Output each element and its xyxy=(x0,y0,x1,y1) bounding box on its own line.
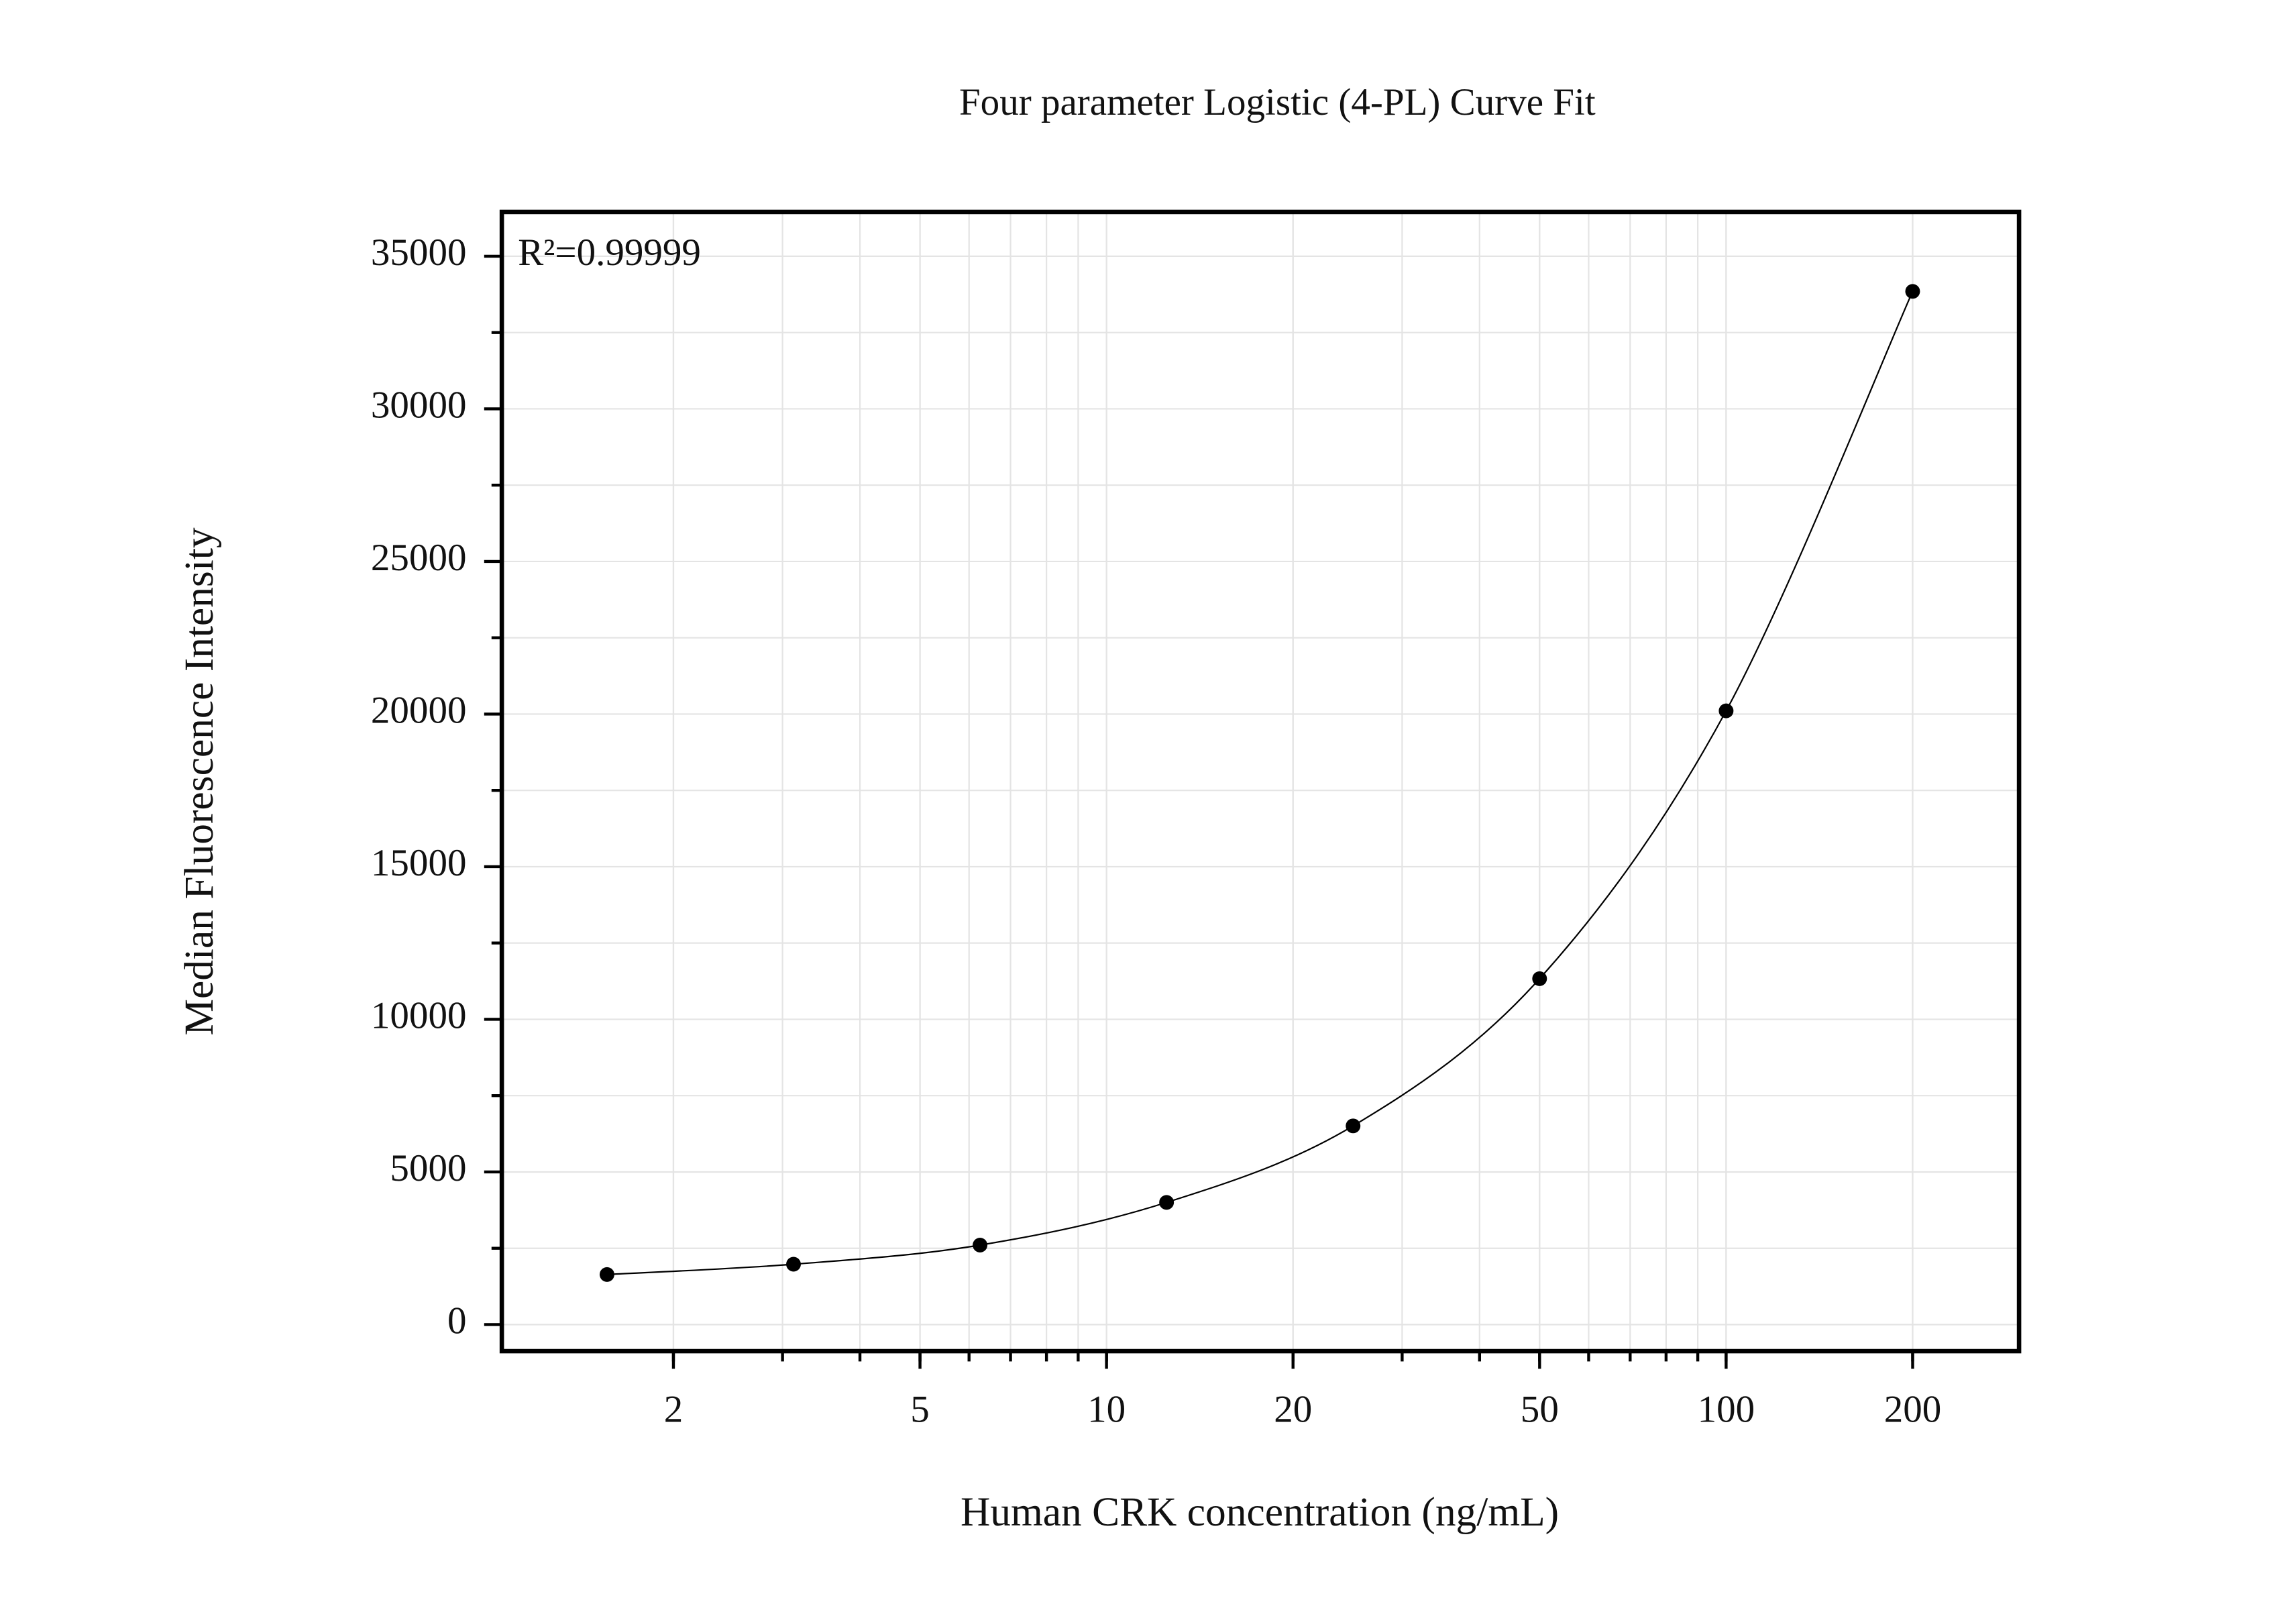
y-axis-label: Median Fluorescence Intensity xyxy=(176,527,222,1036)
grid xyxy=(484,211,2020,1369)
fit-curve xyxy=(606,290,1914,1275)
y-tick-label: 15000 xyxy=(371,842,467,884)
data-point xyxy=(786,1257,801,1272)
y-tick-label: 0 xyxy=(447,1300,467,1342)
y-tick-label: 25000 xyxy=(371,537,467,579)
x-tick-label: 2 xyxy=(664,1388,684,1430)
plot xyxy=(599,284,1920,1282)
x-tick-label: 200 xyxy=(1884,1388,1942,1430)
annotation: R²=0.99999 xyxy=(518,231,701,274)
y-tick-label: 20000 xyxy=(371,690,467,732)
y-tick-label: 10000 xyxy=(371,995,467,1037)
data-point xyxy=(1718,703,1734,718)
data-point xyxy=(973,1238,988,1252)
data-point xyxy=(1905,284,1920,299)
data-point xyxy=(1532,971,1547,986)
y-tick-label: 30000 xyxy=(371,384,467,427)
data-point xyxy=(1346,1118,1361,1134)
data-point xyxy=(1159,1195,1174,1210)
x-tick-label: 100 xyxy=(1698,1388,1755,1430)
y-tick-label: 35000 xyxy=(371,231,467,274)
y-tick-label: 5000 xyxy=(390,1147,466,1189)
data-point xyxy=(599,1267,614,1282)
x-axis-label: Human CRK concentration (ng/mL) xyxy=(961,1489,1559,1535)
chart-title: Four parameter Logistic (4-PL) Curve Fit xyxy=(959,81,1596,123)
plot-frame xyxy=(499,209,2022,1354)
x-tick-label: 50 xyxy=(1521,1388,1559,1430)
x-tick-label: 10 xyxy=(1087,1388,1126,1430)
x-tick-label: 20 xyxy=(1274,1388,1312,1430)
x-tick-label: 5 xyxy=(910,1388,930,1430)
